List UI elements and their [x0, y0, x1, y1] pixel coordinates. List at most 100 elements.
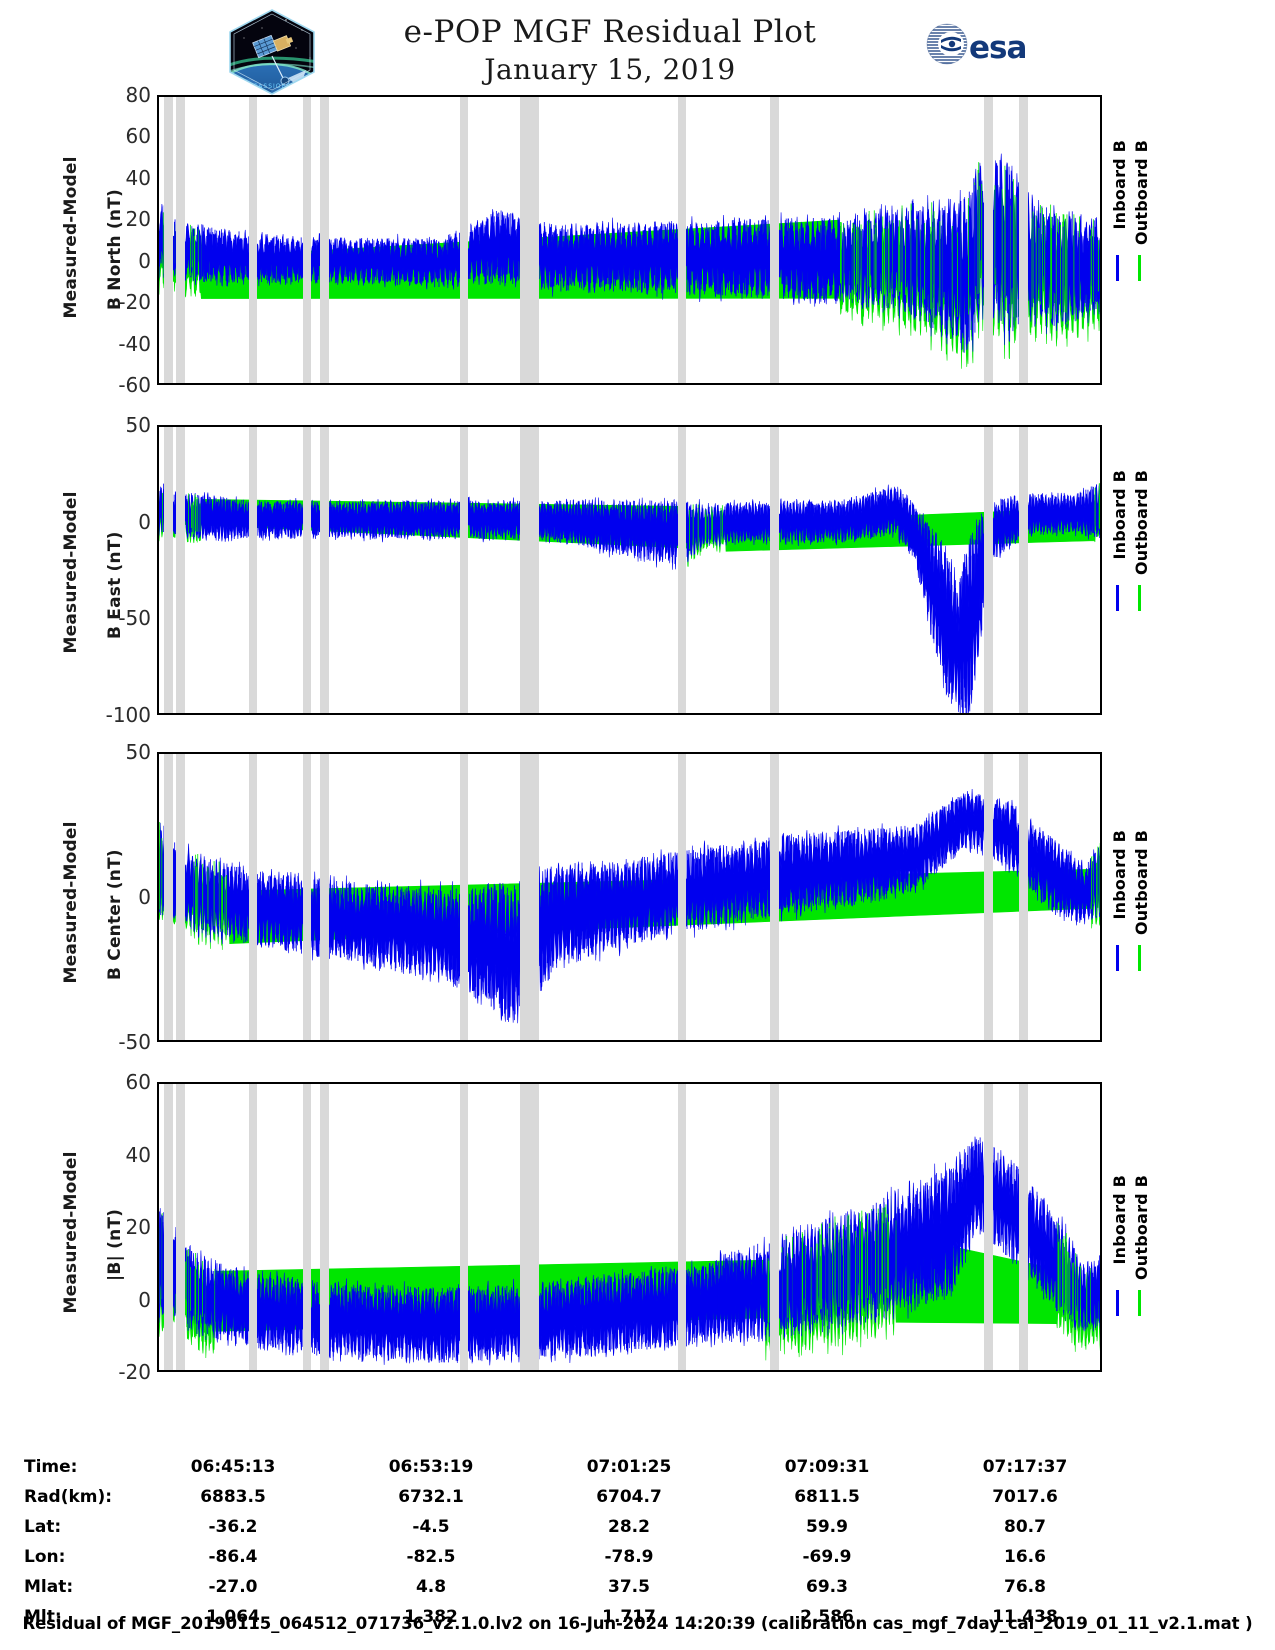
panel-b-north-plot[interactable] — [157, 95, 1102, 385]
ephemeris-value: -27.0 — [208, 1577, 258, 1597]
ytick: -50 — [118, 1030, 151, 1054]
ephemeris-value: 4.8 — [415, 1577, 447, 1597]
legend-label-outboard: Outboard B — [1132, 140, 1151, 245]
ytick: 50 — [125, 740, 151, 764]
data-gap-band — [770, 427, 779, 713]
ephemeris-value: 11.438 — [992, 1607, 1058, 1627]
ephemeris-value: 76.8 — [1004, 1577, 1046, 1597]
ephemeris-value: 06:53:19 — [388, 1457, 474, 1477]
legend-swatch-outboard — [1138, 945, 1141, 971]
panel-b-east-traces — [159, 483, 1100, 713]
panel-b-center-plot[interactable] — [157, 752, 1102, 1042]
legend-swatch-inboard — [1116, 255, 1119, 281]
data-gap-band — [303, 427, 311, 713]
ephemeris-value: 2.586 — [800, 1607, 854, 1627]
ytick: -20 — [118, 290, 151, 315]
ytick: -20 — [118, 1360, 151, 1384]
data-gap-band — [984, 754, 993, 1040]
ytick: -40 — [118, 331, 151, 356]
legend-swatch-inboard — [1116, 945, 1119, 971]
legend-swatch-inboard — [1116, 585, 1119, 611]
data-gap-band — [176, 427, 185, 713]
data-gap-band — [320, 427, 329, 713]
ephemeris-row-label: Mlat: — [24, 1577, 74, 1597]
data-gap-band — [1019, 1084, 1028, 1370]
ephemeris-row-label: Lat: — [24, 1517, 62, 1537]
esa-logo: esa — [925, 22, 1040, 67]
ephemeris-value: -69.9 — [802, 1547, 852, 1567]
ephemeris-value: 1.064 — [206, 1607, 260, 1627]
data-gap-band — [520, 427, 539, 713]
ephemeris-value: 07:01:25 — [586, 1457, 672, 1477]
ephemeris-row: Lon: -86.4 -82.5 -78.9 -69.9 16.6 — [24, 1542, 1124, 1572]
ephemeris-row-label: Rad(km): — [24, 1487, 113, 1507]
ephemeris-table-grid: Time: 06:45:13 06:53:19 07:01:25 07:09:31 07:… — [24, 1452, 1124, 1632]
ytick: 20 — [125, 207, 151, 232]
data-gap-band — [520, 97, 539, 383]
panel-b-magnitude-plot[interactable] — [157, 1082, 1102, 1372]
data-gap-band — [678, 427, 686, 713]
panel-b-center-ylabel: Measured-Model B Center (nT) — [61, 821, 125, 984]
ephemeris-value: 37.5 — [608, 1577, 650, 1597]
data-gap-band — [176, 1084, 185, 1370]
ytick: -100 — [105, 703, 151, 727]
ephemeris-value: -86.4 — [208, 1547, 258, 1567]
data-gap-band — [460, 97, 468, 383]
panel-b-magnitude-ytick-labels: 60 40 20 0 -20 — [95, 1070, 157, 1384]
data-gap-band — [1019, 97, 1028, 383]
panel-b-east-ytick-labels: 50 0 -50 -100 — [95, 413, 157, 727]
ephemeris-value: 6811.5 — [794, 1487, 860, 1507]
data-gap-band — [520, 754, 539, 1040]
ytick: -50 — [118, 606, 151, 631]
data-gap-band — [176, 754, 185, 1040]
panel-b-east-plot[interactable] — [157, 425, 1102, 715]
ytick: 20 — [125, 1215, 151, 1239]
trace-spikes — [159, 793, 1100, 1022]
ephemeris-value: 6704.7 — [596, 1487, 662, 1507]
ephemeris-value: -4.5 — [412, 1517, 450, 1537]
ytick: 50 — [125, 413, 151, 437]
ephemeris-value: 80.7 — [1004, 1517, 1046, 1537]
data-gap-band — [249, 427, 257, 713]
panel-b-magnitude-ylabel: Measured-Model |B| (nT) — [61, 1151, 125, 1314]
data-gap-band — [164, 427, 173, 713]
trace-band — [159, 1136, 1100, 1366]
ephemeris-value: -82.5 — [406, 1547, 456, 1567]
data-gap-band — [320, 1084, 329, 1370]
data-gap-band — [770, 754, 779, 1040]
data-gap-band — [303, 97, 311, 383]
data-gap-band — [770, 97, 779, 383]
ephemeris-row: Lat: -36.2 -4.5 28.2 59.9 80.7 — [24, 1512, 1124, 1542]
ytick: 0 — [138, 885, 151, 909]
ytick: 40 — [125, 165, 151, 190]
data-gap-band — [460, 427, 468, 713]
ephemeris-value: 1.717 — [602, 1607, 656, 1627]
ephemeris-row: Mlt: 1.064 1.382 1.717 2.586 11.438 — [24, 1602, 1124, 1632]
legend-label-outboard: Outboard B — [1132, 830, 1151, 935]
data-gap-band — [303, 754, 311, 1040]
ephemeris-value: -78.9 — [604, 1547, 654, 1567]
ephemeris-value: 59.9 — [806, 1517, 848, 1537]
ytick: 60 — [125, 124, 151, 149]
legend-label-outboard: Outboard B — [1132, 470, 1151, 575]
data-gap-band — [984, 97, 993, 383]
data-gap-band — [520, 1084, 539, 1370]
ephemeris-value: 28.2 — [608, 1517, 650, 1537]
data-gap-band — [1019, 427, 1028, 713]
ephemeris-value: -36.2 — [208, 1517, 258, 1537]
legend-label-outboard: Outboard B — [1132, 1175, 1151, 1280]
ephemeris-value: 7017.6 — [992, 1487, 1058, 1507]
ephemeris-value: 06:45:13 — [190, 1457, 276, 1477]
data-gap-band — [249, 754, 257, 1040]
trace-spikes — [159, 1137, 1100, 1363]
panel-b-east-ylabel: Measured-Model B East (nT) — [61, 491, 125, 654]
esa-logo-text: esa — [969, 30, 1026, 66]
trace-spikes — [162, 483, 1100, 713]
ephemeris-value: 1.382 — [404, 1607, 458, 1627]
data-gap-band — [1019, 754, 1028, 1040]
legend-swatch-inboard — [1116, 1290, 1119, 1316]
panel-b-magnitude-traces — [159, 1136, 1100, 1366]
legend-label-inboard: Inboard B — [1110, 470, 1129, 560]
ephemeris-value: 07:09:31 — [784, 1457, 870, 1477]
data-gap-band — [460, 754, 468, 1040]
